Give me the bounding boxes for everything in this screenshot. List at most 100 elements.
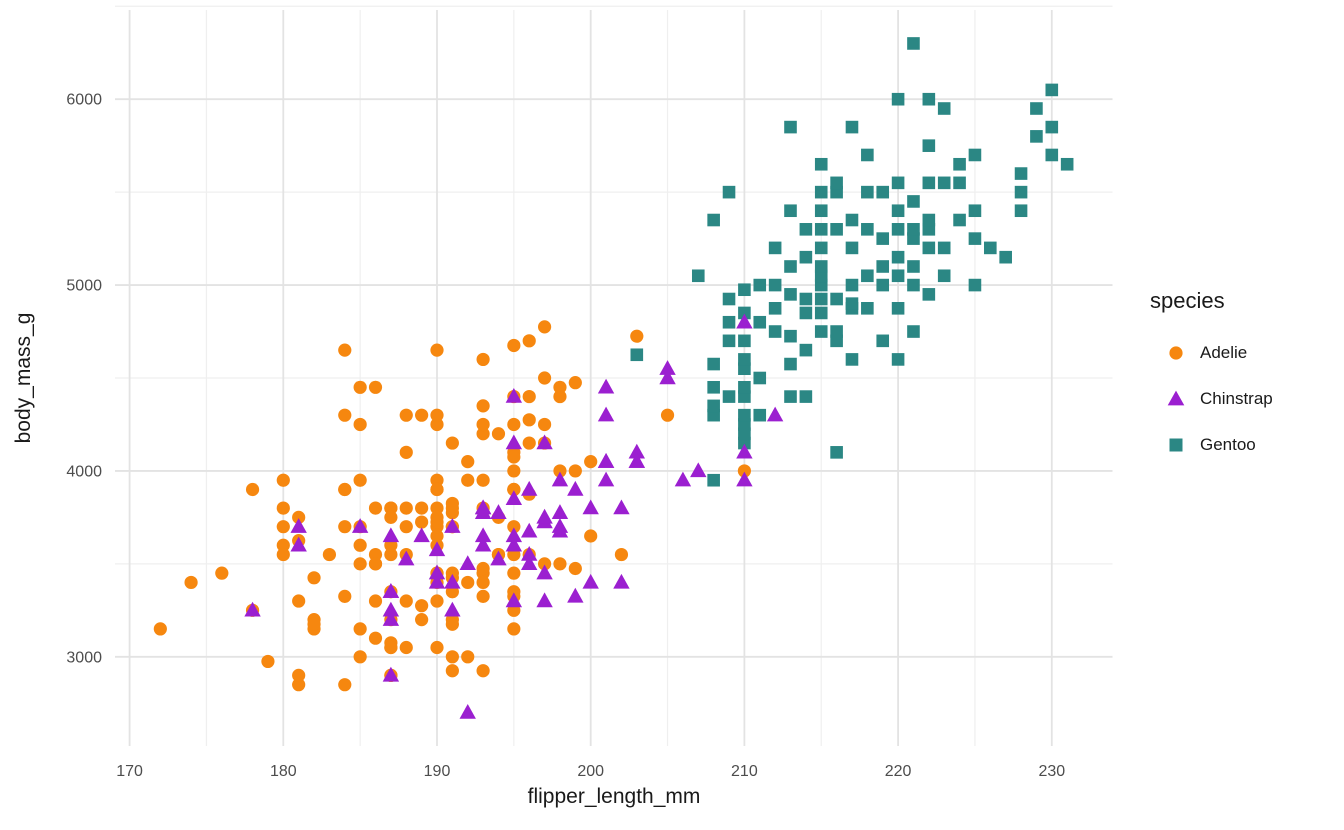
data-point-adelie: [353, 538, 367, 552]
data-point-gentoo: [922, 241, 936, 255]
data-point-gentoo: [953, 157, 966, 171]
data-point-adelie: [368, 380, 383, 394]
data-point-adelie: [476, 575, 490, 590]
data-point-adelie: [399, 501, 413, 515]
data-point-gentoo: [799, 306, 813, 320]
data-point-adelie: [184, 575, 198, 590]
data-point-chinstrap: [428, 541, 446, 557]
data-point-gentoo: [984, 241, 997, 255]
data-point-adelie: [338, 678, 352, 692]
data-point-gentoo: [753, 408, 767, 422]
legend-entry-gentoo: Gentoo: [1162, 432, 1256, 458]
data-point-chinstrap: [505, 387, 523, 403]
data-point-gentoo: [814, 185, 828, 199]
data-point-adelie: [522, 389, 536, 404]
data-point-gentoo: [799, 343, 813, 357]
data-point-adelie: [399, 520, 413, 534]
data-point-adelie: [430, 501, 444, 515]
data-point-chinstrap: [597, 406, 615, 422]
data-point-gentoo: [891, 92, 905, 106]
data-point-adelie: [384, 510, 398, 524]
data-point-chinstrap: [490, 504, 507, 519]
data-point-gentoo: [845, 241, 859, 255]
x-tick-label: 200: [577, 763, 604, 780]
data-point-gentoo: [722, 185, 736, 199]
data-point-adelie: [568, 376, 582, 390]
data-point-gentoo: [876, 334, 890, 348]
data-point-gentoo: [814, 241, 828, 255]
data-point-adelie: [292, 594, 306, 608]
data-point-chinstrap: [382, 527, 400, 543]
data-point-gentoo: [722, 315, 736, 329]
data-point-chinstrap: [597, 378, 615, 394]
data-point-chinstrap: [505, 536, 523, 552]
data-point-adelie: [368, 547, 383, 562]
data-point-gentoo: [768, 325, 782, 338]
data-point-adelie: [445, 496, 459, 511]
data-point-gentoo: [814, 306, 828, 320]
data-point-gentoo: [845, 213, 859, 227]
data-point-gentoo: [1030, 102, 1043, 115]
data-point-adelie: [415, 613, 429, 627]
data-point-gentoo: [784, 357, 797, 371]
data-point-gentoo: [753, 315, 767, 329]
data-point-gentoo: [830, 223, 843, 236]
data-point-gentoo: [907, 37, 920, 50]
data-point-adelie: [338, 482, 352, 497]
data-point-adelie: [476, 664, 490, 678]
data-point-gentoo: [953, 213, 966, 227]
data-point-gentoo: [707, 399, 720, 413]
data-point-gentoo: [907, 260, 920, 273]
data-point-gentoo: [1045, 148, 1059, 162]
data-point-gentoo: [922, 139, 936, 152]
data-point-chinstrap: [382, 583, 400, 598]
data-point-adelie: [507, 585, 521, 599]
data-point-chinstrap: [505, 434, 523, 450]
data-point-chinstrap: [244, 601, 261, 617]
data-point-gentoo: [722, 334, 736, 348]
data-point-adelie: [476, 589, 490, 603]
legend-label-adelie: Adelie: [1200, 343, 1248, 362]
data-point-gentoo: [876, 260, 890, 273]
data-point-gentoo: [738, 408, 751, 422]
data-point-adelie: [584, 529, 598, 543]
data-point-gentoo: [1030, 130, 1043, 143]
data-point-gentoo: [1060, 157, 1074, 171]
data-point-adelie: [445, 664, 459, 678]
data-point-gentoo: [891, 204, 905, 218]
data-point-gentoo: [768, 278, 782, 292]
data-point-adelie: [568, 561, 582, 576]
data-point-gentoo: [691, 269, 705, 283]
chinstrap-triangle-key-icon: [1162, 388, 1190, 410]
data-point-adelie: [537, 371, 552, 385]
data-point-adelie: [276, 520, 290, 534]
data-point-gentoo: [830, 446, 843, 459]
data-point-adelie: [261, 654, 275, 669]
data-point-adelie: [215, 566, 229, 580]
gentoo-square-key-icon: [1162, 434, 1190, 456]
data-point-gentoo: [891, 176, 905, 190]
data-point-gentoo: [861, 302, 874, 315]
data-point-adelie: [507, 622, 521, 636]
data-point-gentoo: [707, 380, 720, 394]
data-point-gentoo: [876, 185, 890, 199]
data-point-chinstrap: [628, 453, 646, 468]
data-point-gentoo: [1045, 83, 1059, 97]
data-point-adelie: [445, 617, 459, 631]
data-point-adelie: [353, 473, 367, 487]
data-point-adelie: [553, 380, 567, 394]
x-axis-title: flipper_length_mm: [527, 785, 701, 808]
x-tick-label: 230: [1038, 763, 1065, 780]
data-point-adelie: [430, 343, 444, 357]
data-point-adelie: [507, 482, 521, 497]
data-point-gentoo: [922, 92, 936, 106]
data-point-chinstrap: [736, 471, 753, 487]
data-point-chinstrap: [736, 313, 753, 329]
data-point-gentoo: [784, 329, 797, 343]
data-point-adelie: [430, 417, 444, 432]
y-tick-label: 3000: [66, 649, 102, 666]
data-point-adelie: [384, 501, 398, 515]
data-point-chinstrap: [382, 666, 400, 682]
